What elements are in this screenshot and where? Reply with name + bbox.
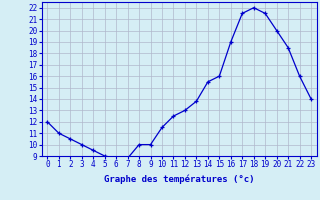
X-axis label: Graphe des températures (°c): Graphe des températures (°c) <box>104 175 254 184</box>
